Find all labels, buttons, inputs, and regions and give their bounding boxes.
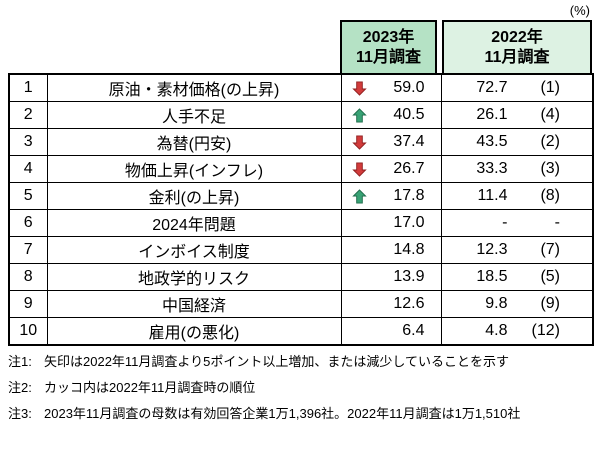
value-2022: 72.7 bbox=[476, 79, 508, 96]
prev-rank: (12) bbox=[531, 322, 560, 339]
rank-number: 10 bbox=[8, 317, 48, 346]
table-header-row: 2023年 11月調査 2022年 11月調査 bbox=[8, 20, 592, 73]
rank-number: 1 bbox=[8, 73, 48, 102]
ranking-table-body: 1 原油・素材価格(の上昇) 59.0 72.7 (1) 2 人手不足 bbox=[8, 73, 594, 346]
value-2023: 26.7 bbox=[393, 160, 425, 177]
prev-rank: - bbox=[554, 214, 560, 231]
table-row: 9 中国経済 12.6 9.8 (9) bbox=[8, 290, 594, 318]
item-label: 為替(円安) bbox=[46, 128, 342, 156]
note-label: 注3: bbox=[8, 405, 32, 421]
table-row: 8 地政学的リスク 13.9 18.5 (5) bbox=[8, 263, 594, 291]
note-text: 2023年11月調査の母数は有効回答企業1万1,396社。2022年11月調査は… bbox=[44, 405, 521, 421]
table-row: 1 原油・素材価格(の上昇) 59.0 72.7 (1) bbox=[8, 73, 594, 102]
item-label: 2024年問題 bbox=[46, 209, 342, 237]
up-arrow-icon bbox=[342, 188, 374, 204]
value-2023: 37.4 bbox=[393, 133, 425, 150]
value-2022: 12.3 bbox=[476, 241, 508, 258]
table-row: 4 物価上昇(インフレ) 26.7 33.3 (3) bbox=[8, 155, 594, 183]
prev-rank: (7) bbox=[540, 241, 560, 258]
up-arrow-icon bbox=[342, 107, 374, 123]
note-label: 注1: bbox=[8, 354, 32, 369]
survey-ranking-panel: (%) 2023年 11月調査 2022年 11月調査 1 原油・素材価格(の上… bbox=[8, 3, 594, 424]
percent-unit-label: (%) bbox=[569, 3, 590, 18]
value-2022: 43.5 bbox=[476, 133, 508, 150]
table-row: 7 インボイス制度 14.8 12.3 (7) bbox=[8, 236, 594, 264]
value-2023: 40.5 bbox=[393, 106, 425, 123]
value-2022: 26.1 bbox=[476, 106, 508, 123]
value-2022: 18.5 bbox=[476, 268, 508, 285]
item-label: 物価上昇(インフレ) bbox=[46, 155, 342, 183]
prev-rank: (3) bbox=[540, 160, 560, 177]
prev-rank: (1) bbox=[540, 79, 560, 96]
down-arrow-icon bbox=[342, 161, 374, 177]
rank-number: 7 bbox=[8, 236, 48, 264]
rank-number: 4 bbox=[8, 155, 48, 183]
note-item: 注3: 2023年11月調査の母数は有効回答企業1万1,396社。2022年11… bbox=[8, 405, 592, 424]
rank-number: 3 bbox=[8, 128, 48, 156]
down-arrow-icon bbox=[342, 80, 374, 96]
value-2023: 6.4 bbox=[402, 322, 425, 339]
item-label: 雇用(の悪化) bbox=[46, 317, 342, 346]
value-2022: 9.8 bbox=[485, 295, 508, 312]
value-2023: 13.9 bbox=[393, 268, 425, 285]
rank-number: 8 bbox=[8, 263, 48, 291]
table-row: 3 為替(円安) 37.4 43.5 (2) bbox=[8, 128, 594, 156]
rank-number: 5 bbox=[8, 182, 48, 210]
table-row: 10 雇用(の悪化) 6.4 4.8 (12) bbox=[8, 317, 594, 346]
note-item: 注1: 矢印は2022年11月調査より5ポイント以上増加、または減少していること… bbox=[8, 353, 592, 372]
rank-number: 9 bbox=[8, 290, 48, 318]
note-item: 注2: カッコ内は2022年11月調査時の順位 bbox=[8, 379, 592, 398]
prev-rank: (8) bbox=[540, 187, 560, 204]
note-text: カッコ内は2022年11月調査時の順位 bbox=[44, 379, 256, 395]
header-2023-survey: 2023年 11月調査 bbox=[340, 20, 437, 73]
value-2022: 33.3 bbox=[476, 160, 508, 177]
value-2023: 17.8 bbox=[393, 187, 425, 204]
value-2023: 12.6 bbox=[393, 295, 425, 312]
value-2023: 59.0 bbox=[393, 79, 425, 96]
value-2023: 14.8 bbox=[393, 241, 425, 258]
item-label: 人手不足 bbox=[46, 101, 342, 129]
rank-number: 6 bbox=[8, 209, 48, 237]
item-label: 原油・素材価格(の上昇) bbox=[46, 73, 342, 102]
value-2023: 17.0 bbox=[393, 214, 425, 231]
ranking-table: 1 原油・素材価格(の上昇) 59.0 72.7 (1) 2 人手不足 bbox=[8, 73, 594, 346]
note-text: 矢印は2022年11月調査より5ポイント以上増加、または減少していることを示す bbox=[44, 354, 509, 369]
prev-rank: (5) bbox=[540, 268, 560, 285]
item-label: インボイス制度 bbox=[46, 236, 342, 264]
item-label: 地政学的リスク bbox=[46, 263, 342, 291]
table-row: 5 金利(の上昇) 17.8 11.4 (8) bbox=[8, 182, 594, 210]
table-row: 2 人手不足 40.5 26.1 (4) bbox=[8, 101, 594, 129]
down-arrow-icon bbox=[342, 134, 374, 150]
item-label: 金利(の上昇) bbox=[46, 182, 342, 210]
rank-number: 2 bbox=[8, 101, 48, 129]
value-2022: - bbox=[502, 214, 508, 231]
item-label: 中国経済 bbox=[46, 290, 342, 318]
note-label: 注2: bbox=[8, 379, 32, 395]
prev-rank: (9) bbox=[540, 295, 560, 312]
value-2022: 4.8 bbox=[485, 322, 508, 339]
footnotes: 注1: 矢印は2022年11月調査より5ポイント以上増加、または減少していること… bbox=[8, 353, 592, 424]
prev-rank: (4) bbox=[540, 106, 560, 123]
value-2022: 11.4 bbox=[477, 187, 508, 204]
prev-rank: (2) bbox=[540, 133, 560, 150]
header-2022-survey: 2022年 11月調査 bbox=[442, 20, 592, 73]
table-row: 6 2024年問題 17.0 - - bbox=[8, 209, 594, 237]
